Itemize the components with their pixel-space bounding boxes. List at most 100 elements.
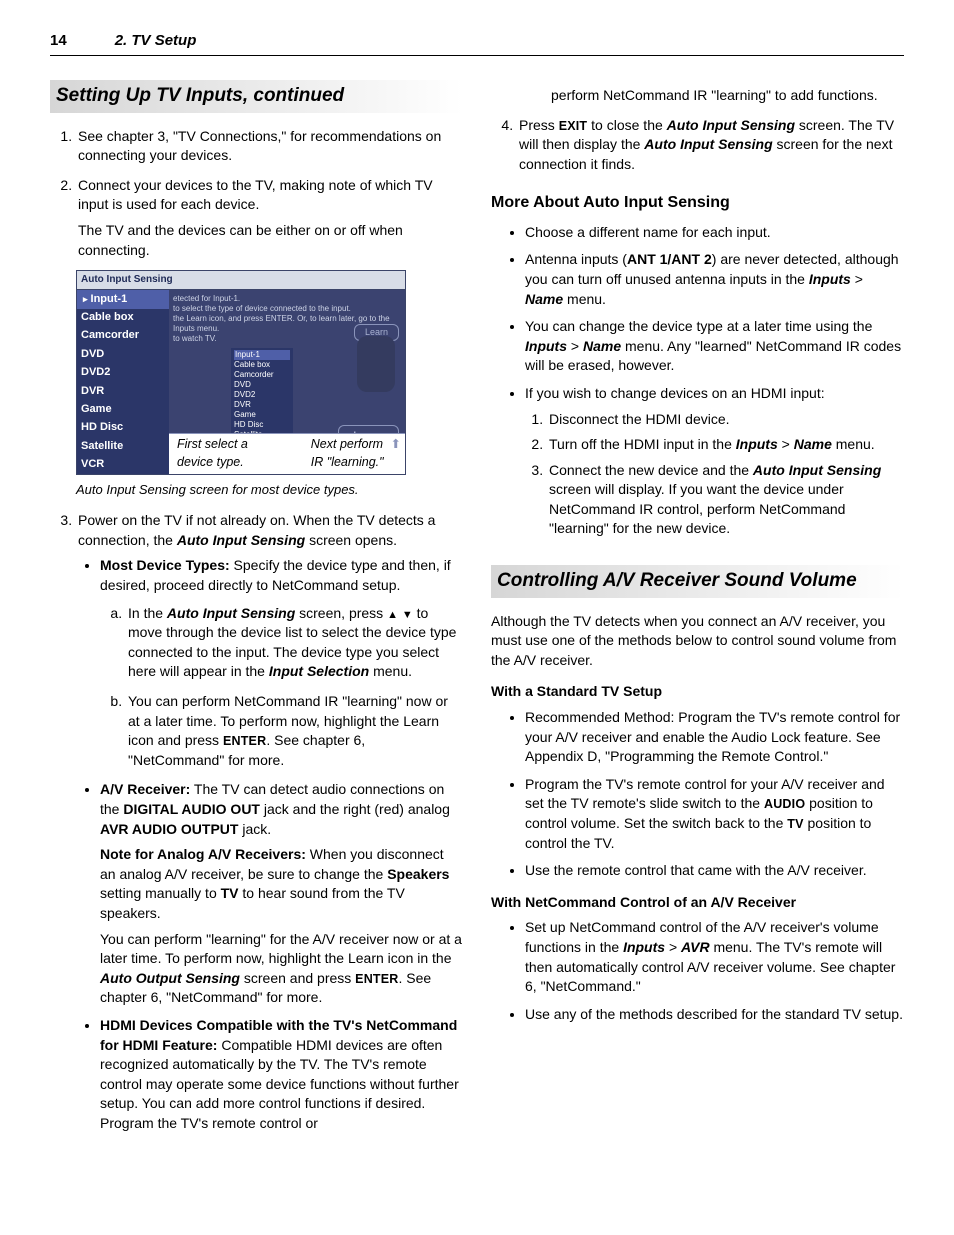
side-item: VCR bbox=[77, 456, 169, 474]
sub-steps-alpha: In the Auto Input Sensing screen, press … bbox=[100, 604, 463, 771]
bullet-most-devices: Most Device Types: Specify the device ty… bbox=[100, 556, 463, 770]
bullet-hdmi: HDMI Devices Compatible with the TV's Ne… bbox=[100, 1016, 463, 1134]
std-b2: Program the TV's remote control for your… bbox=[525, 775, 904, 853]
ann-text: First select a bbox=[177, 437, 248, 451]
audio-position: AUDIO bbox=[764, 797, 805, 811]
t: Connect the new device and the bbox=[549, 462, 753, 478]
avr-para2: You can perform "learning" for the A/V r… bbox=[100, 930, 463, 1008]
t: menu. bbox=[563, 291, 606, 307]
t: screen will display. If you want the dev… bbox=[549, 481, 845, 536]
avr-term: AVR bbox=[681, 939, 710, 955]
side-item: Input-1 bbox=[77, 290, 169, 308]
gt: > bbox=[778, 436, 794, 452]
inputs-term: Inputs bbox=[525, 338, 567, 354]
ais-term: Auto Input Sensing bbox=[644, 136, 772, 152]
t: jack and the right (red) analog bbox=[260, 801, 450, 817]
side-item: DVD2 bbox=[77, 364, 169, 382]
setup-steps-cont: Power on the TV if not already on. When … bbox=[50, 511, 463, 1133]
step-3-text-c: screen opens. bbox=[305, 532, 397, 548]
instr-line: to select the type of device connected t… bbox=[173, 304, 351, 313]
with-netcommand-heading: With NetCommand Control of an A/V Receiv… bbox=[491, 893, 904, 913]
side-item: DVD bbox=[77, 345, 169, 363]
annotation-right: Next perform ⬆ IR "learning." bbox=[311, 436, 401, 471]
tv-position: TV bbox=[787, 817, 803, 831]
avr-note: Note for Analog A/V Receivers: When you … bbox=[100, 845, 463, 923]
mini-item: DVR bbox=[234, 400, 290, 410]
auto-input-sensing-figure: Auto Input Sensing Input-1 Cable box Cam… bbox=[76, 270, 463, 475]
mini-item: HD Disc bbox=[234, 420, 290, 430]
remote-graphic bbox=[357, 336, 395, 392]
more-b1: Choose a different name for each input. bbox=[525, 223, 904, 243]
inputs-term: Inputs bbox=[809, 271, 851, 287]
side-item: Satellite bbox=[77, 437, 169, 455]
name-term: Name bbox=[525, 291, 563, 307]
hdmi-steps: Disconnect the HDMI device. Turn off the… bbox=[525, 410, 904, 540]
input-selection-term: Input Selection bbox=[269, 663, 369, 679]
figure-annotation-row: First select a device type. Next perform… bbox=[169, 433, 405, 474]
std-b3: Use the remote control that came with th… bbox=[525, 861, 904, 881]
hdmi-step-3: Connect the new device and the Auto Inpu… bbox=[547, 461, 904, 539]
section-heading-setup: Setting Up TV Inputs, continued bbox=[50, 80, 463, 113]
hdmi-step-2: Turn off the HDMI input in the Inputs > … bbox=[547, 435, 904, 455]
inputs-term: Inputs bbox=[623, 939, 665, 955]
t: to close the bbox=[587, 117, 666, 133]
ctrl-intro: Although the TV detects when you connect… bbox=[491, 612, 904, 671]
ant-term: ANT 1/ANT 2 bbox=[627, 251, 712, 267]
triangle-down-icon bbox=[402, 605, 413, 621]
mini-item: Camcorder bbox=[234, 370, 290, 380]
aos-term: Auto Output Sensing bbox=[100, 970, 240, 986]
t: In the bbox=[128, 605, 167, 621]
triangle-up-icon bbox=[387, 605, 398, 621]
ann-text: IR "learning." bbox=[311, 455, 384, 469]
figure-titlebar: Auto Input Sensing bbox=[77, 271, 405, 290]
mini-item: Cable box bbox=[234, 360, 290, 370]
t: You can change the device type at a late… bbox=[525, 318, 872, 334]
carryover-text: perform NetCommand IR "learning" to add … bbox=[551, 86, 904, 106]
inputs-term: Inputs bbox=[736, 436, 778, 452]
more-about-bullets: Choose a different name for each input. … bbox=[491, 223, 904, 539]
t: screen, press bbox=[295, 605, 387, 621]
mini-item: Input-1 bbox=[234, 350, 290, 360]
hdmi-step-1: Disconnect the HDMI device. bbox=[547, 410, 904, 430]
figure-main-panel: etected for Input-1. to select the type … bbox=[169, 290, 405, 474]
section-heading-controlling: Controlling A/V Receiver Sound Volume bbox=[491, 565, 904, 598]
side-item: Cable box bbox=[77, 309, 169, 327]
figure-window: Auto Input Sensing Input-1 Cable box Cam… bbox=[76, 270, 406, 475]
substep-a: In the Auto Input Sensing screen, press … bbox=[126, 604, 463, 682]
page-number: 14 bbox=[50, 30, 67, 51]
tv-term: TV bbox=[221, 885, 239, 901]
t: setting manually to bbox=[100, 885, 221, 901]
side-item: Game bbox=[77, 401, 169, 419]
name-term: Name bbox=[583, 338, 621, 354]
avr-note-label: Note for Analog A/V Receivers: bbox=[100, 846, 306, 862]
netcommand-bullets: Set up NetCommand control of the A/V rec… bbox=[491, 918, 904, 1024]
ais-term: Auto Input Sensing bbox=[167, 605, 295, 621]
substep-b: You can perform NetCommand IR "learning"… bbox=[126, 692, 463, 770]
t: menu. bbox=[832, 436, 875, 452]
mini-item: DVD bbox=[234, 380, 290, 390]
most-label: Most Device Types: bbox=[100, 557, 230, 573]
step-2: Connect your devices to the TV, making n… bbox=[76, 176, 463, 260]
nc-b2: Use any of the methods described for the… bbox=[525, 1005, 904, 1025]
step-3-bullets: Most Device Types: Specify the device ty… bbox=[78, 556, 463, 1133]
std-b1: Recommended Method: Program the TV's rem… bbox=[525, 708, 904, 767]
t: Press bbox=[519, 117, 559, 133]
arrow-up-icon: ⬆ bbox=[391, 437, 401, 451]
mini-item: DVD2 bbox=[234, 390, 290, 400]
step-3: Power on the TV if not already on. When … bbox=[76, 511, 463, 1133]
page-header: 14 2. TV Setup bbox=[50, 30, 904, 56]
t: Turn off the HDMI input in the bbox=[549, 436, 736, 452]
setup-steps: See chapter 3, "TV Connections," for rec… bbox=[50, 127, 463, 261]
two-column-layout: Setting Up TV Inputs, continued See chap… bbox=[50, 80, 904, 1143]
figure-body: Input-1 Cable box Camcorder DVD DVD2 DVR… bbox=[77, 290, 405, 474]
mini-item: Game bbox=[234, 410, 290, 420]
left-column: Setting Up TV Inputs, continued See chap… bbox=[50, 80, 463, 1143]
t: Antenna inputs ( bbox=[525, 251, 627, 267]
more-about-heading: More About Auto Input Sensing bbox=[491, 192, 904, 214]
right-column: perform NetCommand IR "learning" to add … bbox=[491, 80, 904, 1143]
figure-caption: Auto Input Sensing screen for most devic… bbox=[76, 481, 463, 499]
more-b2: Antenna inputs (ANT 1/ANT 2) are never d… bbox=[525, 250, 904, 309]
digital-audio-out-term: DIGITAL AUDIO OUT bbox=[123, 801, 260, 817]
step-2-note: The TV and the devices can be either on … bbox=[78, 221, 463, 260]
t: screen and press bbox=[240, 970, 355, 986]
